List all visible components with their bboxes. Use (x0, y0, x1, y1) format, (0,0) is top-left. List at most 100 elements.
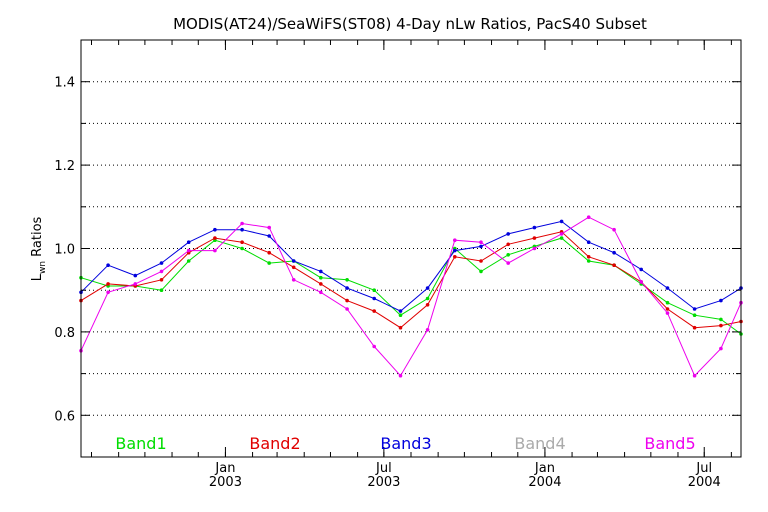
data-point (267, 261, 272, 265)
data-point (532, 225, 537, 230)
data-point (240, 227, 244, 232)
x-tick-label: 2003 (209, 475, 242, 490)
data-point (319, 290, 323, 295)
data-point (240, 221, 244, 226)
data-point (106, 282, 110, 286)
y-tick-label: 1.0 (54, 243, 75, 258)
x-tick-label: Jan (214, 461, 235, 476)
data-point (692, 325, 697, 330)
data-point (372, 344, 377, 349)
data-point (612, 263, 616, 268)
data-point (506, 261, 511, 265)
x-tick-label: 2004 (688, 475, 721, 490)
data-point (479, 240, 483, 244)
data-point (506, 242, 511, 247)
data-point (586, 215, 591, 219)
data-point (398, 309, 403, 313)
data-point (291, 278, 296, 282)
series-layer (79, 215, 743, 378)
series-line-band3 (80, 220, 742, 312)
data-point (267, 250, 272, 255)
data-point (719, 298, 723, 303)
x-tick-label: Jul (695, 461, 712, 476)
series-line-band1 (80, 237, 742, 335)
data-point (559, 236, 564, 240)
legend-label-band4: Band4 (514, 434, 565, 453)
y-tick-label: 0.6 (54, 409, 75, 424)
data-point (133, 273, 138, 278)
data-point (479, 269, 483, 274)
chart-title: MODIS(AT24)/SeaWiFS(ST08) 4-Day nLw Rati… (173, 15, 647, 33)
data-point (453, 254, 457, 259)
data-point (345, 286, 349, 290)
data-point (532, 236, 537, 240)
legend-label-band3: Band3 (380, 434, 431, 453)
data-point (159, 269, 164, 274)
data-point (319, 275, 323, 280)
data-point (186, 248, 191, 253)
data-point (319, 269, 323, 274)
data-point (267, 225, 272, 230)
data-point (612, 227, 616, 232)
data-point (345, 278, 349, 282)
data-point (398, 373, 403, 378)
data-point (345, 298, 349, 303)
data-point (586, 254, 591, 259)
data-point (479, 259, 483, 263)
x-tick-label: Jan (534, 461, 555, 476)
data-point (372, 309, 377, 313)
series-line-band5 (80, 216, 742, 377)
data-point (612, 250, 616, 255)
data-point (453, 248, 457, 253)
data-point (665, 300, 670, 305)
ticks: 0.60.81.01.21.4Jan2003Jul2003Jan2004Jul2… (54, 39, 741, 490)
data-point (692, 373, 697, 378)
legend: Band1 Band2 Band3 Band4 Band5 (115, 434, 695, 453)
data-point (345, 307, 349, 311)
data-point (240, 240, 244, 244)
data-point (133, 282, 138, 286)
y-axis-label: Lwn Ratios (30, 216, 48, 281)
data-point (719, 323, 723, 328)
data-point (186, 240, 191, 244)
data-point (398, 325, 403, 330)
legend-label-band2: Band2 (249, 434, 300, 453)
data-point (719, 317, 723, 322)
data-point (586, 240, 591, 244)
data-point (159, 278, 164, 282)
data-point (639, 267, 643, 272)
data-point (213, 248, 217, 253)
data-point (398, 313, 403, 318)
data-point (479, 244, 483, 249)
data-point (719, 346, 723, 351)
data-point (213, 236, 217, 240)
data-point (425, 286, 430, 290)
data-point (639, 280, 643, 284)
x-tick-label: Jul (375, 461, 392, 476)
data-point (532, 246, 537, 251)
data-point (240, 246, 244, 251)
y-tick-label: 0.8 (54, 326, 75, 341)
data-point (506, 253, 511, 257)
data-point (425, 328, 430, 332)
data-point (425, 303, 430, 307)
data-point (453, 238, 457, 242)
legend-label-band1: Band1 (115, 434, 166, 453)
y-tick-label: 1.2 (54, 159, 75, 174)
data-point (186, 259, 191, 263)
data-point (586, 259, 591, 263)
data-point (665, 311, 670, 315)
data-point (506, 232, 511, 236)
x-tick-label: 2004 (528, 475, 561, 490)
data-point (106, 290, 110, 295)
data-point (213, 227, 217, 232)
data-point (159, 288, 164, 293)
x-tick-label: 2003 (367, 475, 400, 490)
series-line-band2 (80, 231, 742, 329)
data-point (372, 296, 377, 301)
data-point (692, 313, 697, 318)
data-point (319, 282, 323, 286)
legend-label-band5: Band5 (644, 434, 695, 453)
data-point (665, 307, 670, 311)
